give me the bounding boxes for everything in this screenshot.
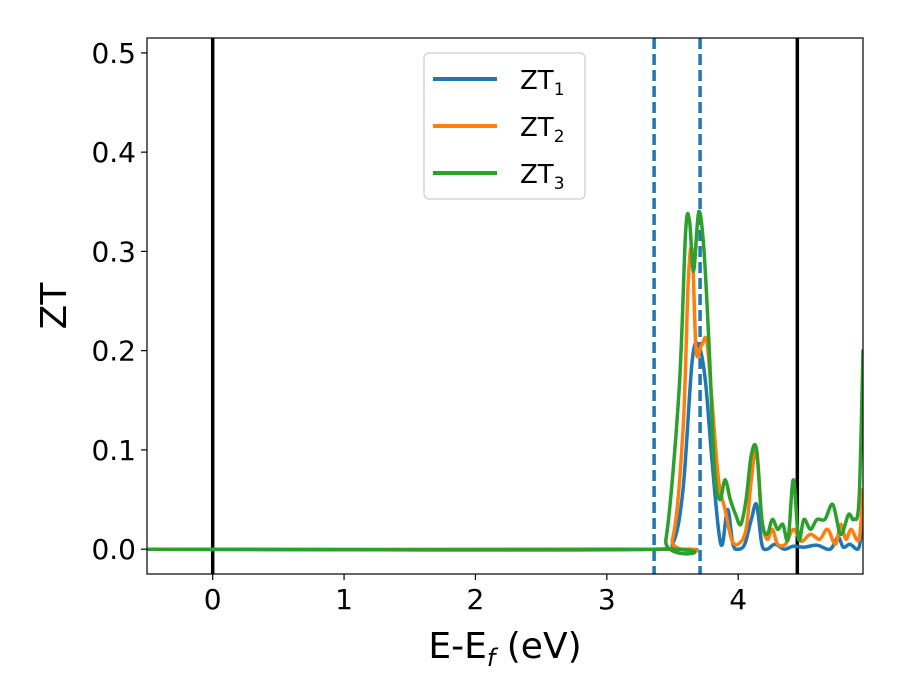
x-tick-label: 2 — [467, 583, 485, 616]
y-tick-label: 0.0 — [91, 533, 136, 566]
legend: ZT1 ZT2 ZT3 — [423, 52, 586, 200]
y-tick-label: 0.2 — [91, 335, 136, 368]
y-tick-label: 0.5 — [91, 37, 136, 70]
series-line-zt1 — [147, 340, 863, 552]
y-axis-label: ZT — [34, 282, 75, 330]
legend-label-zt3: ZT3 — [520, 160, 565, 194]
y-tick-label: 0.4 — [91, 136, 136, 169]
x-tick-label: 0 — [204, 583, 222, 616]
y-tick-label: 0.1 — [91, 434, 136, 467]
legend-label-zt1: ZT1 — [520, 66, 565, 100]
x-axis-ticks: 0 1 2 3 4 — [204, 574, 747, 616]
series-layer — [147, 209, 863, 556]
legend-box — [423, 52, 586, 200]
x-tick-label: 3 — [598, 583, 616, 616]
x-tick-label: 4 — [729, 583, 747, 616]
reference-lines — [210, 38, 800, 574]
legend-label-zt2: ZT2 — [520, 113, 565, 147]
y-tick-label: 0.3 — [91, 235, 136, 268]
series-line-zt3 — [147, 209, 863, 556]
x-axis-label: E-Ef (eV) — [428, 626, 581, 672]
x-tick-label: 1 — [335, 583, 353, 616]
series-line-zt2 — [147, 245, 863, 553]
y-axis-ticks: 0.0 0.1 0.2 0.3 0.4 0.5 — [91, 37, 147, 566]
plot-area-frame — [146, 37, 864, 575]
